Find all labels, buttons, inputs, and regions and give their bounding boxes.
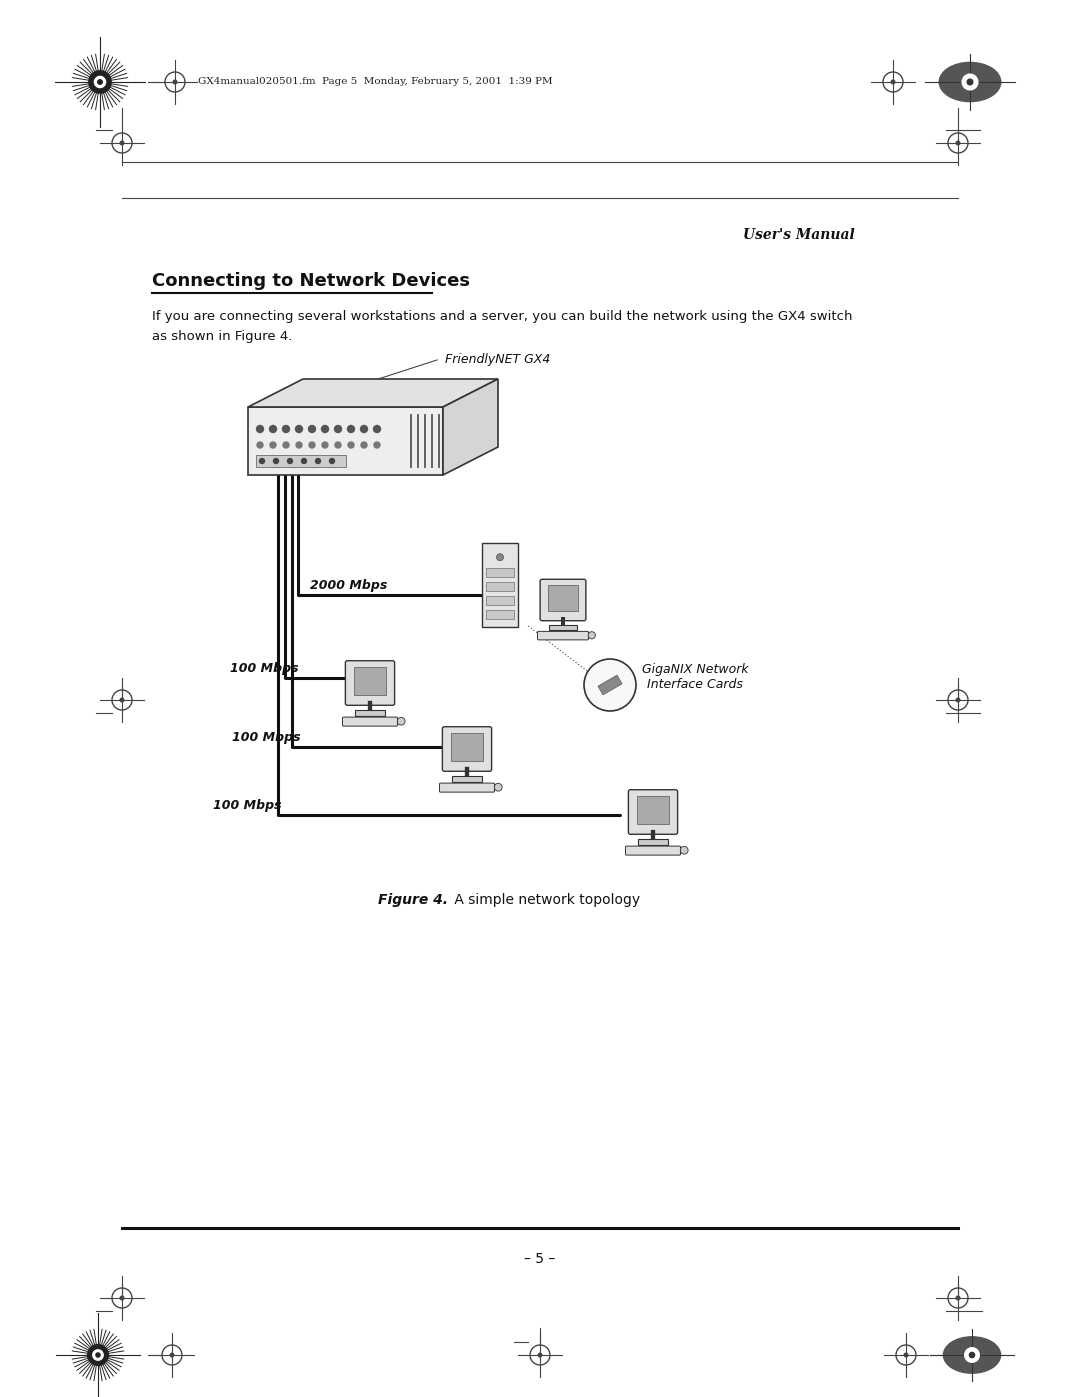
Polygon shape	[598, 675, 622, 694]
FancyBboxPatch shape	[248, 407, 443, 475]
Circle shape	[296, 426, 302, 433]
Circle shape	[374, 441, 380, 448]
Circle shape	[335, 426, 341, 433]
Text: GX4manual020501.fm  Page 5  Monday, February 5, 2001  1:39 PM: GX4manual020501.fm Page 5 Monday, Februa…	[198, 77, 553, 87]
Circle shape	[120, 141, 124, 145]
Circle shape	[335, 441, 341, 448]
Circle shape	[171, 1354, 174, 1356]
Text: If you are connecting several workstations and a server, you can build the netwo: If you are connecting several workstatio…	[152, 310, 852, 323]
Circle shape	[94, 77, 106, 88]
FancyBboxPatch shape	[256, 455, 346, 467]
Circle shape	[270, 426, 276, 433]
Text: 100 Mbps: 100 Mbps	[213, 799, 282, 812]
FancyBboxPatch shape	[629, 789, 677, 834]
FancyBboxPatch shape	[440, 784, 495, 792]
Text: A simple network topology: A simple network topology	[450, 893, 640, 907]
Circle shape	[259, 458, 265, 464]
Circle shape	[891, 80, 895, 84]
Circle shape	[89, 71, 111, 94]
Text: 100 Mbps: 100 Mbps	[232, 731, 300, 745]
FancyBboxPatch shape	[540, 580, 585, 620]
Circle shape	[120, 698, 124, 701]
Circle shape	[287, 458, 293, 464]
FancyBboxPatch shape	[638, 840, 667, 845]
FancyBboxPatch shape	[355, 710, 384, 715]
Text: – 5 –: – 5 –	[525, 1252, 555, 1266]
Circle shape	[956, 698, 960, 701]
FancyBboxPatch shape	[346, 661, 394, 705]
Circle shape	[301, 458, 307, 464]
Text: 100 Mbps: 100 Mbps	[230, 662, 299, 675]
Text: Figure 4.: Figure 4.	[378, 893, 448, 907]
Circle shape	[589, 631, 595, 638]
Circle shape	[283, 441, 289, 448]
Text: 2000 Mbps: 2000 Mbps	[310, 578, 388, 592]
Circle shape	[322, 426, 328, 433]
Circle shape	[956, 141, 960, 145]
Circle shape	[329, 458, 335, 464]
FancyBboxPatch shape	[550, 626, 577, 630]
Text: User's Manual: User's Manual	[743, 228, 855, 242]
Circle shape	[98, 80, 103, 84]
Circle shape	[96, 1352, 100, 1356]
Circle shape	[348, 441, 354, 448]
Circle shape	[120, 1296, 124, 1299]
Circle shape	[962, 74, 977, 89]
Circle shape	[173, 80, 177, 84]
Text: Connecting to Network Devices: Connecting to Network Devices	[152, 272, 470, 291]
Polygon shape	[443, 379, 498, 475]
FancyBboxPatch shape	[342, 717, 397, 726]
FancyBboxPatch shape	[482, 543, 518, 627]
Circle shape	[296, 441, 302, 448]
Circle shape	[361, 441, 367, 448]
Circle shape	[322, 441, 328, 448]
FancyBboxPatch shape	[486, 567, 514, 577]
FancyBboxPatch shape	[453, 777, 482, 782]
Circle shape	[309, 441, 315, 448]
Ellipse shape	[944, 1337, 1000, 1373]
Circle shape	[283, 426, 289, 433]
Circle shape	[361, 426, 367, 433]
FancyBboxPatch shape	[548, 585, 578, 610]
Circle shape	[538, 1354, 542, 1356]
Circle shape	[397, 717, 405, 725]
FancyBboxPatch shape	[636, 796, 670, 824]
Circle shape	[93, 1350, 104, 1361]
Circle shape	[956, 1296, 960, 1299]
Text: GigaNIX Network
Interface Cards: GigaNIX Network Interface Cards	[642, 664, 748, 692]
Text: as shown in Figure 4.: as shown in Figure 4.	[152, 330, 293, 344]
FancyBboxPatch shape	[486, 581, 514, 591]
Circle shape	[273, 458, 279, 464]
Circle shape	[87, 1344, 108, 1365]
Circle shape	[495, 784, 502, 791]
FancyBboxPatch shape	[486, 595, 514, 605]
FancyBboxPatch shape	[450, 732, 484, 761]
Circle shape	[348, 426, 354, 433]
FancyBboxPatch shape	[353, 666, 387, 694]
Circle shape	[680, 847, 688, 854]
Circle shape	[270, 441, 276, 448]
FancyBboxPatch shape	[625, 847, 680, 855]
FancyBboxPatch shape	[486, 610, 514, 619]
Circle shape	[904, 1354, 908, 1356]
Polygon shape	[248, 379, 498, 407]
Circle shape	[374, 426, 380, 433]
FancyBboxPatch shape	[443, 726, 491, 771]
Circle shape	[964, 1348, 980, 1362]
Circle shape	[309, 426, 315, 433]
Text: FriendlyNET GX4: FriendlyNET GX4	[445, 352, 551, 366]
Circle shape	[968, 80, 973, 85]
FancyBboxPatch shape	[538, 631, 589, 640]
Circle shape	[257, 426, 264, 433]
Circle shape	[584, 659, 636, 711]
Ellipse shape	[940, 63, 1001, 102]
Circle shape	[970, 1352, 974, 1358]
Circle shape	[315, 458, 321, 464]
Circle shape	[257, 441, 264, 448]
Circle shape	[497, 553, 503, 560]
